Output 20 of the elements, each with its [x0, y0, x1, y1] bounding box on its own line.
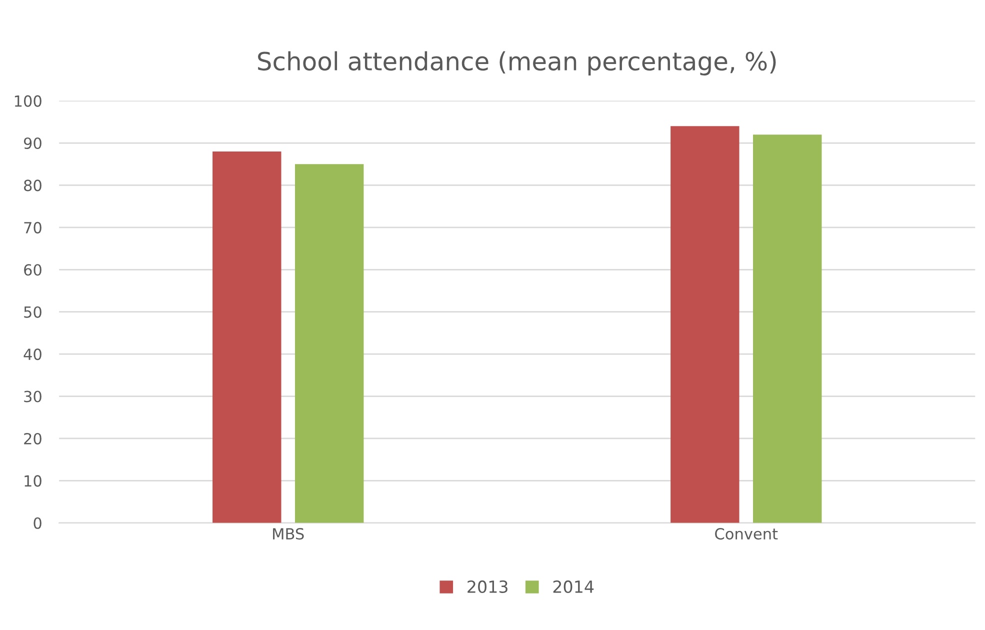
x-tick-label: MBS — [273, 528, 304, 540]
y-tick-label: 20 — [24, 432, 42, 444]
y-tick-label: 70 — [24, 222, 42, 234]
y-tick-label: 30 — [24, 390, 42, 402]
y-tick-label: 80 — [24, 180, 42, 192]
y-tick-label: 10 — [24, 475, 42, 487]
y-tick-label: 40 — [24, 348, 42, 360]
legend-label: 2013 — [468, 580, 508, 594]
bar — [670, 126, 740, 523]
y-tick-label: 90 — [24, 137, 42, 150]
bar — [294, 164, 364, 523]
y-tick-label: 50 — [24, 306, 42, 318]
y-tick-label: 60 — [24, 264, 42, 276]
legend-label: 2014 — [553, 580, 594, 594]
x-tick-label: Convent — [715, 528, 778, 540]
bar — [753, 134, 822, 523]
y-tick-label: 100 — [14, 95, 42, 107]
chart-title: School attendance (mean percentage, %) — [258, 51, 776, 76]
bar — [212, 151, 282, 523]
y-tick-label: 0 — [34, 517, 42, 529]
